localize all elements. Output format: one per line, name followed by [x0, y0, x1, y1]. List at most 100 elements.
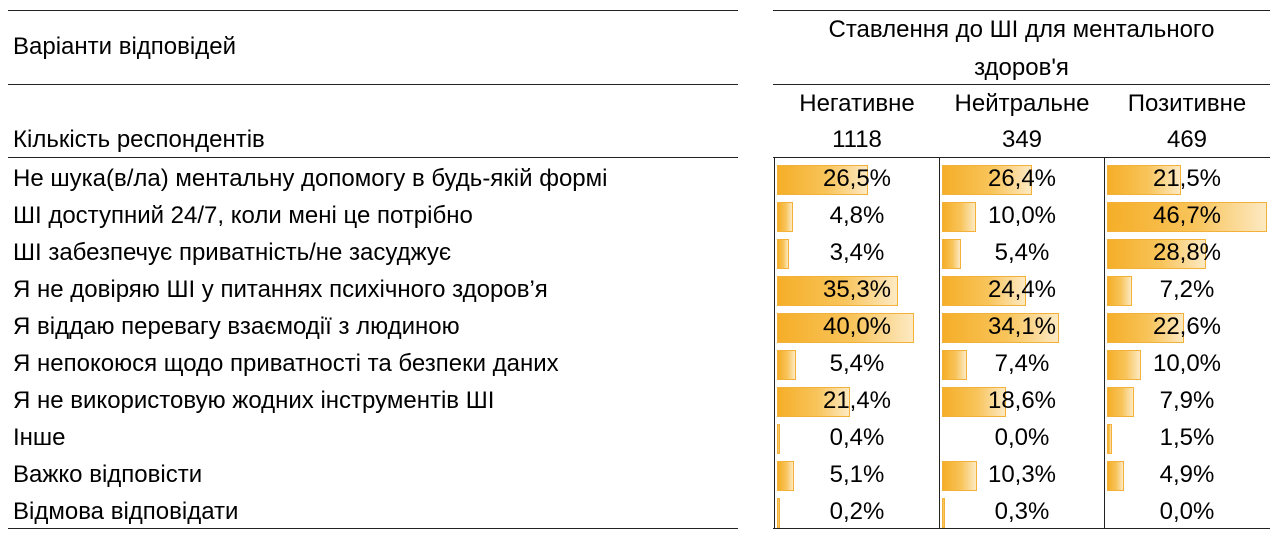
- data-bar: [777, 202, 794, 232]
- data-cell: 24,4%: [942, 272, 1106, 308]
- data-bar: [1107, 350, 1142, 380]
- row-label: Я не використовую жодних інструментів ШІ: [13, 387, 495, 414]
- data-label: 35,3%: [822, 276, 892, 303]
- data-label: 40,0%: [822, 313, 892, 340]
- row-label: Я непокоюся щодо приватності та безпеки …: [13, 350, 559, 377]
- data-cell: 5,4%: [777, 346, 941, 382]
- rule-header-bottom-right: [773, 157, 1270, 158]
- data-label: 5,1%: [829, 461, 885, 488]
- data-cell: 26,4%: [942, 161, 1106, 197]
- data-bar: [777, 165, 868, 195]
- data-label: 4,9%: [1159, 461, 1215, 488]
- data-label: 5,4%: [829, 350, 885, 377]
- data-cell: 40,0%: [777, 309, 941, 345]
- data-label: 0,2%: [829, 498, 885, 525]
- data-label: 5,4%: [994, 239, 1050, 266]
- data-cell: 21,5%: [1107, 161, 1271, 197]
- data-label: 7,9%: [1159, 387, 1215, 414]
- data-cell: 0,0%: [942, 420, 1106, 456]
- column-header-neutral: Нейтральне: [954, 90, 1090, 117]
- data-bar: [777, 498, 780, 528]
- data-label: 10,0%: [1152, 350, 1222, 377]
- column-separator-1: [774, 158, 775, 528]
- data-label: 0,4%: [829, 424, 885, 451]
- data-bar: [942, 387, 1006, 417]
- count-neutral: 349: [1001, 126, 1043, 153]
- data-label: 0,0%: [1159, 498, 1215, 525]
- rule-header-bottom-left: [8, 157, 738, 158]
- data-label: 3,4%: [829, 239, 885, 266]
- column-header-positive: Позитивне: [1127, 90, 1247, 117]
- column-header-negative: Негативне: [799, 90, 915, 117]
- count-negative: 1118: [832, 126, 882, 153]
- data-bar: [1107, 202, 1267, 232]
- data-bar: [777, 461, 795, 491]
- data-bar: [942, 461, 978, 491]
- group-header-line1: Ставлення до ШІ для ментального: [828, 16, 1215, 43]
- data-label: 1,5%: [1159, 424, 1215, 451]
- data-bar: [777, 387, 851, 417]
- row-header: Варіанти відповідей: [13, 33, 236, 60]
- data-cell: 5,4%: [942, 235, 1106, 271]
- data-bar: [942, 239, 961, 269]
- data-cell: 10,0%: [942, 198, 1106, 234]
- data-cell: 10,3%: [942, 457, 1106, 493]
- data-label: 21,4%: [822, 387, 892, 414]
- data-bar: [942, 350, 968, 380]
- data-label: 26,4%: [987, 165, 1057, 192]
- data-label: 10,0%: [987, 202, 1057, 229]
- data-label: 0,0%: [994, 424, 1050, 451]
- data-bar: [777, 424, 780, 454]
- data-bar: [777, 350, 796, 380]
- rule-bottom-left: [8, 528, 738, 529]
- data-cell: 7,4%: [942, 346, 1106, 382]
- row-label: Відмова відповідати: [13, 498, 239, 525]
- data-label: 4,8%: [829, 202, 885, 229]
- data-cell: 22,6%: [1107, 309, 1271, 345]
- data-cell: 21,4%: [777, 383, 941, 419]
- row-label: ШІ забезпечує приватність/не засуджує: [13, 239, 452, 266]
- data-cell: 46,7%: [1107, 198, 1271, 234]
- data-cell: 34,1%: [942, 309, 1106, 345]
- data-cell: 7,2%: [1107, 272, 1271, 308]
- data-label: 34,1%: [987, 313, 1057, 340]
- data-bar: [942, 202, 977, 232]
- data-label: 24,4%: [987, 276, 1057, 303]
- data-label: 28,8%: [1152, 239, 1222, 266]
- data-label: 21,5%: [1152, 165, 1222, 192]
- data-bar: [777, 313, 915, 343]
- row-label: Я віддаю перевагу взаємодії з людиною: [13, 313, 460, 340]
- row-label: Я не довіряю ШІ у питаннях психічного зд…: [13, 276, 548, 303]
- data-bar: [1107, 276, 1132, 306]
- data-bar: [1107, 313, 1185, 343]
- column-separator-2: [939, 158, 940, 528]
- data-label: 22,6%: [1152, 313, 1222, 340]
- data-label: 26,5%: [822, 165, 892, 192]
- data-bar: [1107, 387, 1135, 417]
- data-cell: 0,0%: [1107, 494, 1271, 530]
- data-label: 7,2%: [1159, 276, 1215, 303]
- data-bar: [1107, 424, 1113, 454]
- data-cell: 0,2%: [777, 494, 941, 530]
- data-bar: [942, 276, 1026, 306]
- data-bar: [1107, 461, 1124, 491]
- data-label: 10,3%: [987, 461, 1057, 488]
- data-label: 0,3%: [994, 498, 1050, 525]
- data-cell: 3,4%: [777, 235, 941, 271]
- rule-top-right: [773, 10, 1270, 11]
- rule-bottom-right: [773, 528, 1270, 529]
- row-label: Не шука(в/ла) ментальну допомогу в будь-…: [13, 165, 608, 192]
- row-label: Інше: [13, 424, 66, 451]
- data-cell: 28,8%: [1107, 235, 1271, 271]
- data-cell: 4,9%: [1107, 457, 1271, 493]
- rule-group-header-right: [773, 84, 1270, 85]
- data-cell: 35,3%: [777, 272, 941, 308]
- data-label: 46,7%: [1152, 202, 1222, 229]
- data-cell: 0,4%: [777, 420, 941, 456]
- count-label: Кількість респондентів: [13, 126, 265, 153]
- data-cell: 7,9%: [1107, 383, 1271, 419]
- rule-group-header: [8, 84, 738, 85]
- data-label: 7,4%: [994, 350, 1050, 377]
- data-bar: [1107, 165, 1181, 195]
- data-cell: 0,3%: [942, 494, 1106, 530]
